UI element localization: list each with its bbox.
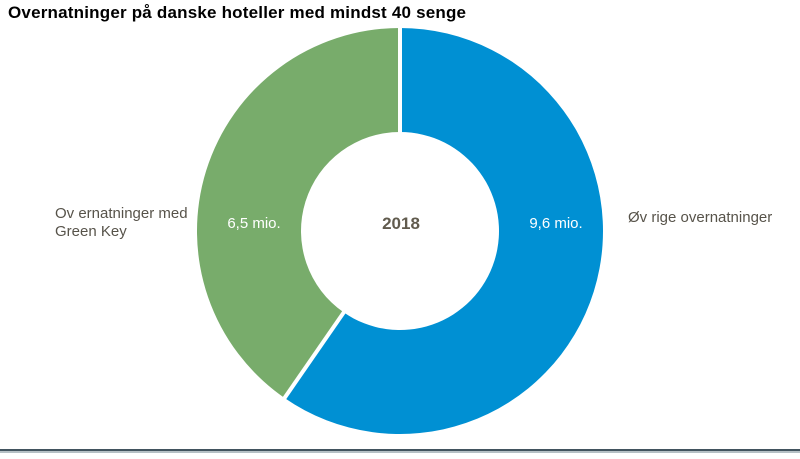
- donut-segment-overnatninger-med-green-key: [197, 28, 400, 398]
- footer-rule-shadow: [0, 451, 800, 453]
- donut-chart: [197, 27, 603, 435]
- center-year-label: 2018: [382, 214, 420, 233]
- label-green-key-line1: Ov ernatninger med: [55, 205, 188, 222]
- label-green-key: Ov ernatninger med Green Key: [55, 205, 195, 241]
- segment-value-ovrige: 9,6 mio.: [529, 215, 583, 232]
- footer-rule: [0, 449, 800, 451]
- chart-title: Overnatninger på danske hoteller med min…: [8, 3, 467, 22]
- label-ovrige-overnatninger: Øv rige overnatninger: [628, 209, 773, 226]
- donut-segment-ovrige-overnatninger: [284, 28, 603, 435]
- segment-divider: [282, 308, 348, 400]
- label-green-key-line2: Green Key: [55, 223, 127, 240]
- segment-value-green-key: 6,5 mio.: [227, 215, 281, 232]
